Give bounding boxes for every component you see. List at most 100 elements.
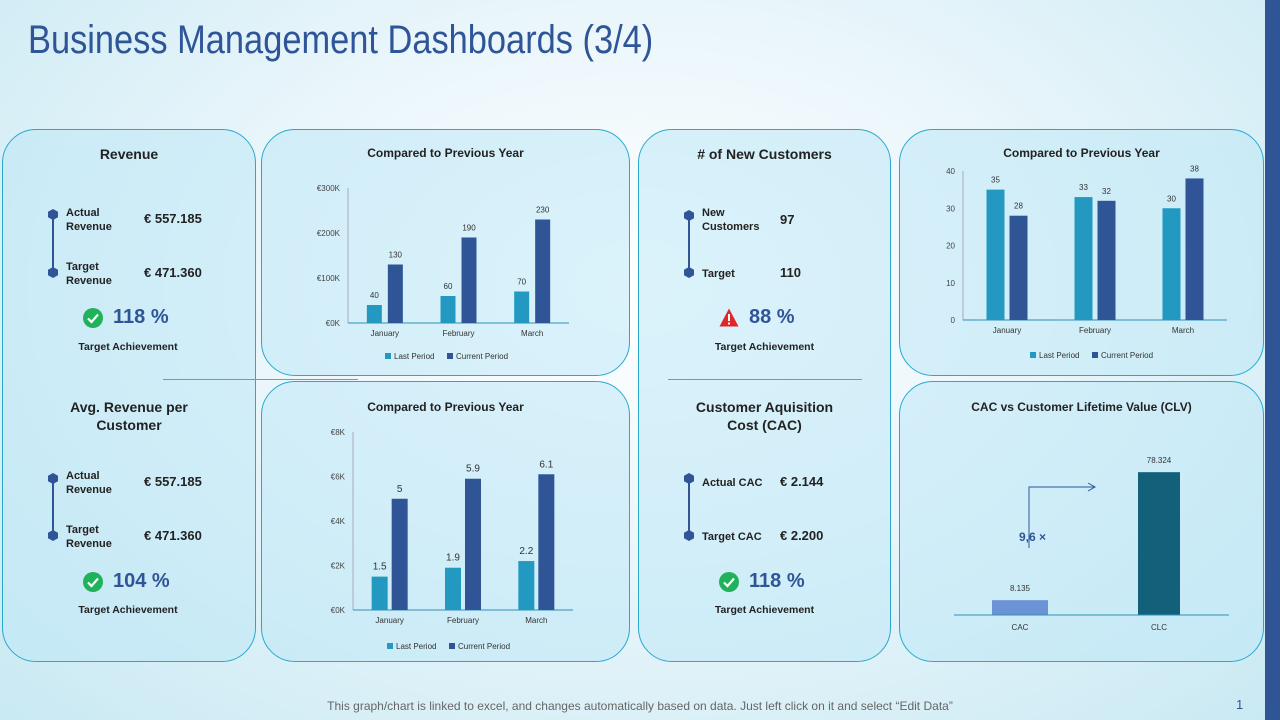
y-tick-label: 30: [946, 204, 955, 213]
chart-title: Compared to Previous Year: [1003, 146, 1160, 160]
bar-last-period: [445, 567, 461, 610]
check-circle-icon: [83, 307, 103, 328]
data-label: 70: [517, 278, 526, 287]
y-tick-label: €8K: [331, 428, 346, 437]
x-tick-label: March: [1172, 326, 1194, 335]
data-label: 190: [462, 224, 476, 233]
kpi-connector: [688, 482, 690, 535]
bar-last-period: [518, 561, 535, 610]
revenue-chart-panel: Compared to Previous Year: [261, 129, 630, 376]
customers-achievement-label: Target Achievement: [714, 341, 815, 353]
target-cac-value: € 2.200: [780, 528, 824, 543]
revenue-compare-chart: €0K €100K €200K €300K January 40 130 February 60…: [317, 184, 569, 361]
y-tick-label: €4K: [331, 517, 346, 526]
revenue-achievement-pct: 118 %: [113, 306, 169, 328]
avg-revenue-achievement-label: Target Achievement: [78, 604, 178, 616]
x-tick-label: March: [521, 329, 543, 338]
data-label: 28: [1014, 202, 1023, 211]
kpi-connector: [688, 220, 690, 273]
legend-swatch: [385, 353, 391, 359]
customers-kpi-panel: # of New Customers New Customers 97 Targ…: [638, 129, 891, 662]
customers-achievement-pct: 88 %: [749, 306, 795, 328]
bar-last-period: [514, 291, 530, 323]
bar-current-period: [535, 219, 551, 323]
hexagon-bullet-icon: [684, 530, 694, 541]
growth-arrow-icon: [1028, 486, 1094, 548]
avg-revenue-chart-panel: Compared to Previous Year: [261, 381, 630, 662]
chart-title: Compared to Previous Year: [367, 400, 524, 414]
data-label: 38: [1190, 164, 1199, 173]
customers-compare-chart: 0 10 20 30 40 January 35 28 February 33 32 March 30 3…: [946, 164, 1227, 360]
hexagon-bullet-icon: [48, 267, 58, 278]
data-label: 1.9: [446, 553, 460, 564]
hexagon-bullet-icon: [684, 210, 694, 221]
x-tick-label: January: [993, 326, 1021, 335]
data-label: 230: [536, 206, 550, 215]
data-label: 35: [991, 176, 1000, 185]
legend-swatch: [387, 643, 393, 649]
legend-label: Current Period: [1101, 351, 1153, 360]
data-label: 5: [397, 484, 403, 495]
legend-swatch: [1092, 352, 1098, 358]
hexagon-bullet-icon: [684, 267, 694, 278]
data-label: 1.5: [373, 562, 387, 573]
legend-label: Last Period: [394, 352, 434, 361]
bar-last-period: [1162, 208, 1181, 320]
avg-revenue-achievement: 104 %: [83, 570, 170, 593]
hexagon-bullet-icon: [48, 473, 58, 484]
new-customers-label: New Customers: [702, 207, 760, 233]
y-tick-label: €2K: [331, 562, 346, 571]
bar-current-period: [461, 237, 477, 323]
new-customers-value: 97: [780, 212, 795, 227]
x-tick-label: CLC: [1151, 623, 1167, 632]
data-label: 6.1: [539, 459, 553, 470]
kpi-connector: [52, 219, 54, 272]
new-customers-title: # of New Customers: [697, 146, 832, 162]
avg-revenue-achievement-pct: 104 %: [113, 570, 170, 592]
y-tick-label: 10: [946, 279, 955, 288]
hexagon-bullet-icon: [48, 530, 58, 541]
bar-current-period: [1185, 178, 1204, 320]
page-number: 1: [1236, 697, 1244, 712]
data-label: 130: [389, 251, 403, 260]
bar-last-period: [371, 576, 388, 610]
avg-actual-revenue-label: Actual Revenue: [66, 470, 112, 496]
y-tick-label: €100K: [317, 274, 341, 283]
cac-achievement: 118 %: [719, 570, 805, 593]
cac-achievement-pct: 118 %: [749, 570, 805, 592]
data-label: 78.324: [1147, 456, 1172, 465]
bar-current-period: [465, 478, 481, 610]
avg-revenue-title: Avg. Revenue per Customer: [70, 399, 188, 433]
bar-current-period: [1009, 215, 1028, 320]
legend-label: Current Period: [456, 352, 508, 361]
avg-target-revenue-value: € 471.360: [144, 528, 202, 543]
legend-label: Last Period: [396, 642, 436, 651]
chart-title: CAC vs Customer Lifetime Value (CLV): [971, 400, 1192, 414]
legend-label: Last Period: [1039, 351, 1079, 360]
x-tick-label: February: [1079, 326, 1111, 335]
data-label: 60: [444, 282, 453, 291]
data-label: 8.135: [1010, 584, 1031, 593]
avg-revenue-compare-chart: €0K €2K €4K €6K €8K January 1.5 5 February 1.9 5.9…: [331, 428, 573, 651]
arrow-head-icon: [1087, 482, 1097, 492]
check-circle-icon: [719, 571, 739, 592]
hexagon-bullet-icon: [684, 473, 694, 484]
bar-last-period: [986, 189, 1005, 320]
y-tick-label: 20: [946, 242, 955, 251]
revenue-title: Revenue: [99, 146, 159, 162]
avg-actual-revenue-value: € 557.185: [144, 474, 202, 489]
legend-swatch: [447, 353, 453, 359]
page-title: Business Management Dashboards (3/4): [28, 18, 654, 62]
customer-target-value: 110: [780, 265, 801, 280]
chart-title: Compared to Previous Year: [367, 146, 524, 160]
section-divider: [668, 379, 862, 380]
y-tick-label: €0K: [331, 606, 346, 615]
y-tick-label: €200K: [317, 229, 341, 238]
check-circle-icon: [83, 571, 103, 592]
bar-last-period: [1074, 197, 1093, 320]
avg-target-revenue-label: Target Revenue: [66, 524, 112, 550]
data-label: 32: [1102, 187, 1111, 196]
actual-cac-label: Actual CAC: [702, 477, 763, 489]
revenue-kpi-panel: Revenue Actual Revenue € 557.185 Target …: [2, 129, 256, 662]
customer-target-label: Target: [702, 268, 735, 280]
